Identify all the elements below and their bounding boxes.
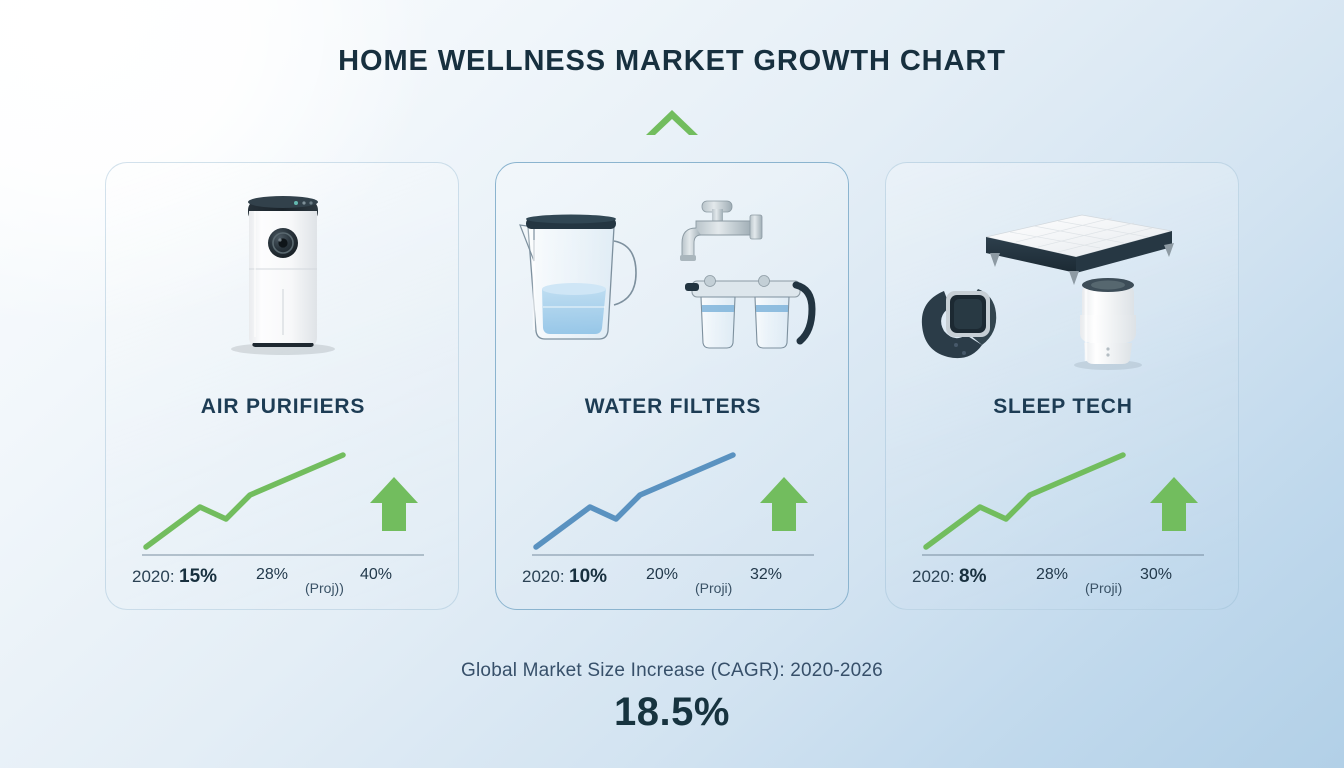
- stat-start-value: 15%: [179, 566, 218, 587]
- card-title: AIR PURIFIERS: [200, 395, 366, 418]
- category-card-air-purifiers[interactable]: AIR PURIFIERS 2020: 15% 28% (Proj)) 40%: [105, 162, 459, 610]
- cartridge-filter: [685, 275, 816, 349]
- arrow-up-icon: [760, 477, 808, 531]
- stat-end-value: 40%: [360, 566, 393, 583]
- stat-end-value: 32%: [750, 566, 783, 583]
- category-card-sleep-tech[interactable]: SLEEP TECH 2020: 8% 28% (Proji) 30%: [885, 162, 1239, 610]
- mattress: [985, 214, 1174, 285]
- card-title: SLEEP TECH: [993, 395, 1133, 418]
- page-title: HOME WELLNESS MARKET GROWTH CHART: [338, 45, 1006, 77]
- mini-line-chart-sleep-tech: [918, 451, 1208, 563]
- stat-start-value: 8%: [959, 566, 987, 587]
- category-card-row: AIR PURIFIERS 2020: 15% 28% (Proj)) 40%: [105, 162, 1239, 610]
- mini-line-chart-water-filters: [528, 451, 818, 563]
- footer-cagr-value: 18.5%: [614, 690, 730, 734]
- stat-start-prefix: 2020:: [132, 567, 175, 586]
- stat-mid-value: 28%: [1036, 566, 1069, 583]
- stat-projection-note: (Proji): [1085, 580, 1123, 596]
- air-purifier-illustration: [106, 185, 460, 385]
- chevron-up-icon: [641, 104, 703, 138]
- mini-line-chart-air-purifiers: [138, 451, 428, 563]
- footer-label: Global Market Size Increase (CAGR): 2020…: [461, 660, 883, 681]
- card-title: WATER FILTERS: [584, 395, 762, 418]
- stat-projection-note: (Proj)): [305, 580, 344, 596]
- stat-row: 2020: 8% 28% (Proji) 30%: [912, 563, 1214, 599]
- stat-end-value: 30%: [1140, 566, 1173, 583]
- category-card-water-filters[interactable]: WATER FILTERS 2020: 10% 20% (Proji) 32%: [495, 162, 849, 610]
- water-filter-illustration: [496, 185, 850, 385]
- arrow-up-icon: [1150, 477, 1198, 531]
- stat-start-value: 10%: [569, 566, 608, 587]
- sound-machine: [1074, 278, 1142, 370]
- smartwatch: [921, 289, 997, 359]
- stat-projection-note: (Proji): [695, 580, 733, 596]
- faucet: [680, 200, 763, 261]
- stat-start: 2020: 15%: [132, 566, 217, 588]
- stat-mid-value: 20%: [646, 566, 679, 583]
- stat-row: 2020: 10% 20% (Proji) 32%: [522, 563, 824, 599]
- stat-start-prefix: 2020:: [912, 567, 955, 586]
- sleep-tech-illustration: [886, 185, 1240, 385]
- stat-start-prefix: 2020:: [522, 567, 565, 586]
- stat-row: 2020: 15% 28% (Proj)) 40%: [132, 563, 434, 599]
- arrow-up-icon: [370, 477, 418, 531]
- stat-start: 2020: 8%: [912, 566, 986, 588]
- stat-start: 2020: 10%: [522, 566, 607, 588]
- stat-mid-value: 28%: [256, 566, 289, 583]
- pitcher: [519, 214, 637, 340]
